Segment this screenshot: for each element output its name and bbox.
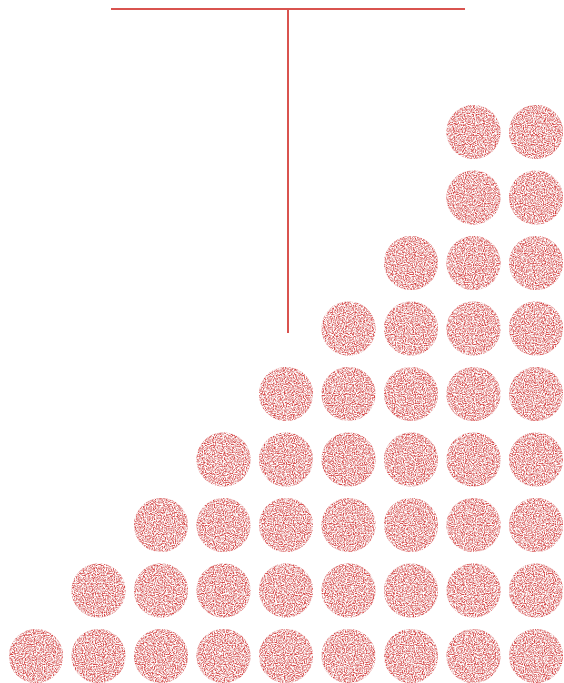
textured-circle-icon	[321, 432, 376, 487]
textured-circle-icon	[384, 367, 438, 421]
textured-circle-icon	[134, 629, 188, 683]
textured-circle-icon	[446, 367, 501, 421]
textured-circle-icon	[509, 236, 563, 290]
textured-circle-icon	[446, 498, 501, 552]
textured-circle-icon	[446, 236, 501, 290]
textured-circle-icon	[196, 629, 251, 683]
textured-circle-icon	[509, 367, 563, 421]
textured-circle-icon	[134, 563, 188, 618]
textured-circle-icon	[446, 301, 501, 356]
textured-circle-icon	[259, 432, 313, 487]
textured-circle-icon	[446, 563, 501, 618]
textured-circle-icon	[446, 105, 501, 159]
textured-circle-icon	[384, 498, 438, 552]
textured-circle-icon	[321, 301, 376, 356]
textured-circle-icon	[384, 563, 438, 618]
textured-circle-icon	[446, 629, 501, 683]
textured-circle-icon	[446, 170, 501, 225]
textured-circle-icon	[196, 498, 251, 552]
textured-circle-icon	[9, 629, 63, 683]
textured-circle-icon	[259, 367, 313, 421]
textured-circle-icon	[196, 432, 251, 487]
textured-circle-icon	[259, 629, 313, 683]
textured-circle-icon	[446, 432, 501, 487]
textured-circle-icon	[384, 236, 438, 290]
dot-grid	[9, 105, 563, 683]
textured-circle-icon	[509, 105, 563, 159]
textured-circle-icon	[71, 629, 126, 683]
textured-circle-icon	[71, 563, 126, 618]
t-bracket-icon	[111, 8, 465, 333]
textured-circle-icon	[509, 170, 563, 225]
textured-circle-icon	[509, 563, 563, 618]
textured-circle-icon	[321, 367, 376, 421]
textured-circle-icon	[321, 629, 376, 683]
textured-circle-icon	[509, 629, 563, 683]
textured-circle-icon	[259, 563, 313, 618]
textured-circle-icon	[509, 301, 563, 356]
textured-circle-icon	[321, 563, 376, 618]
textured-circle-icon	[509, 498, 563, 552]
textured-circle-icon	[384, 432, 438, 487]
textured-circle-icon	[509, 432, 563, 487]
textured-circle-icon	[321, 498, 376, 552]
textured-circle-icon	[134, 498, 188, 552]
textured-circle-icon	[384, 301, 438, 356]
textured-circle-icon	[384, 629, 438, 683]
textured-circle-icon	[196, 563, 251, 618]
textured-circle-icon	[259, 498, 313, 552]
